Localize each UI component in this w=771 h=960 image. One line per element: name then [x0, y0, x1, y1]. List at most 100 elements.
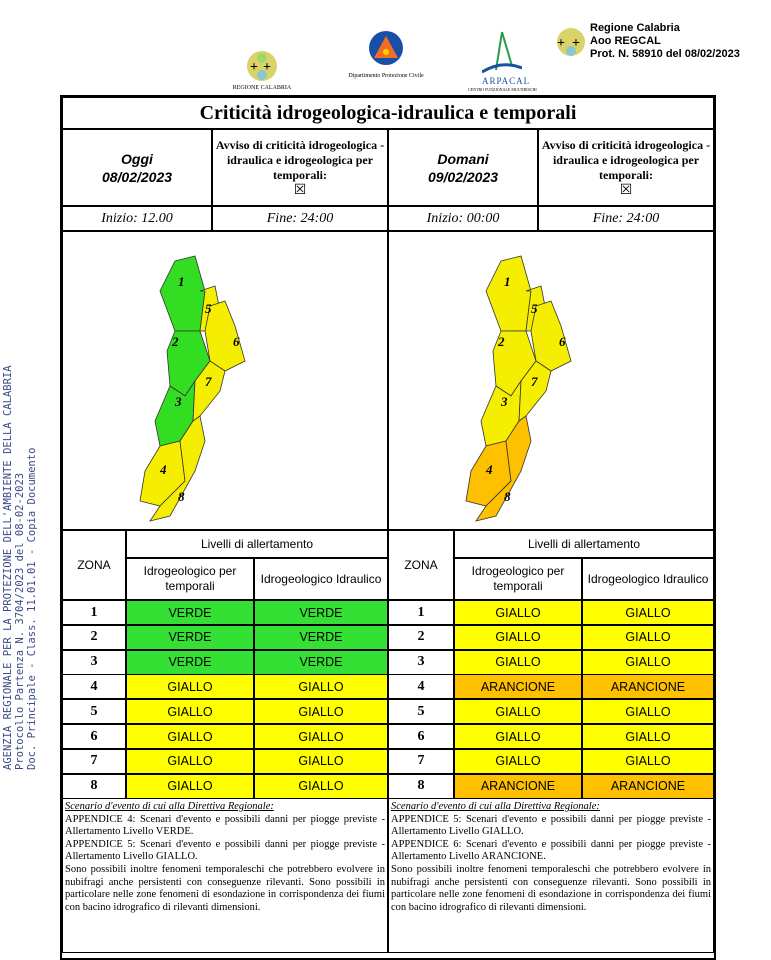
zone-number: 4	[62, 674, 126, 700]
level-temporali: GIALLO	[126, 699, 254, 725]
scenario-text: APPENDICE 5: Scenari d'evento e possibil…	[391, 813, 711, 913]
level-idraulico: GIALLO	[582, 624, 714, 650]
start-time: Inizio: 12.00	[62, 206, 212, 231]
calabria-map: 1 2 3 4 5 6 7 8	[465, 255, 572, 522]
regione-calabria-stamp-logo: + +	[556, 26, 586, 63]
level-idraulico: GIALLO	[254, 748, 388, 774]
level-idraulico: ARANCIONE	[582, 674, 714, 700]
zone-number: 6	[388, 724, 454, 749]
level-idraulico: GIALLO	[582, 724, 714, 749]
arpacal-caption: ARPACAL	[482, 76, 531, 86]
regione-calabria-logo: + +	[246, 50, 278, 87]
level-temporali: GIALLO	[454, 600, 582, 625]
level-idraulico: GIALLO	[254, 699, 388, 725]
protocol-line: Prot. N. 58910 del 08/02/2023	[590, 48, 740, 60]
map-zone-6	[530, 300, 572, 371]
zone-number: 3	[62, 649, 126, 675]
avviso-checkbox: ☒	[619, 182, 633, 198]
map-zone-label: 5	[531, 301, 538, 316]
level-temporali: GIALLO	[454, 699, 582, 725]
avviso-checkbox: ☒	[293, 182, 307, 198]
zone-map: 1 2 3 4 5 6 7 8	[62, 231, 388, 530]
zone-number: 1	[62, 600, 126, 625]
map-zone-label: 3	[500, 394, 508, 409]
map-zone-1	[485, 255, 532, 331]
avviso-text: Avviso di criticità idrogeologica - idra…	[215, 137, 385, 182]
level-temporali: GIALLO	[126, 773, 254, 799]
map-zone-label: 7	[531, 374, 538, 389]
arpacal-subcaption: CENTRO FUNZIONALE MULTIRISCHI	[468, 87, 537, 92]
start-time: Inizio: 00:00	[388, 206, 538, 231]
map-zone-label: 3	[174, 394, 182, 409]
day-date: 08/02/2023	[101, 168, 173, 185]
level-temporali: VERDE	[126, 649, 254, 675]
zone-number: 1	[388, 600, 454, 625]
map-zone-8	[149, 414, 206, 522]
map-zone-label: 2	[497, 334, 505, 349]
col-temporali-header: Idrogeologico per temporali	[126, 558, 254, 600]
zone-number: 5	[388, 699, 454, 725]
level-idraulico: GIALLO	[582, 600, 714, 625]
level-idraulico: GIALLO	[254, 674, 388, 700]
map-zone-6	[204, 300, 246, 371]
calabria-map: 1 2 3 4 5 6 7 8	[139, 255, 246, 522]
level-temporali: GIALLO	[454, 624, 582, 650]
level-temporali: ARANCIONE	[454, 674, 582, 700]
zone-number: 2	[62, 624, 126, 650]
end-time: Fine: 24:00	[538, 206, 714, 231]
level-idraulico: GIALLO	[582, 699, 714, 725]
zone-number: 3	[388, 649, 454, 675]
map-zone-label: 1	[178, 274, 185, 289]
zone-map: 1 2 3 4 5 6 7 8	[388, 231, 714, 530]
level-temporali: GIALLO	[454, 748, 582, 774]
bulletin: Criticità idrogeologica-idraulica e temp…	[60, 95, 716, 960]
level-idraulico: ARANCIONE	[582, 773, 714, 799]
scenario-title: Scenario d'evento di cui alla Direttiva …	[391, 801, 600, 812]
scenario-box	[62, 798, 388, 953]
scenario-box	[388, 798, 714, 953]
day-label: Oggi	[121, 150, 153, 167]
zona-header: ZONA	[62, 530, 126, 600]
day-date: 09/02/2023	[427, 168, 499, 185]
map-zone-label: 6	[233, 334, 240, 349]
stamp-line: AGENZIA REGIONALE PER LA PROTEZIONE DELL…	[2, 365, 14, 770]
level-idraulico: GIALLO	[254, 724, 388, 749]
zone-number: 2	[388, 624, 454, 650]
level-temporali: ARANCIONE	[454, 773, 582, 799]
map-zone-1	[159, 255, 206, 331]
zone-number: 5	[62, 699, 126, 725]
stamp-line: Doc. Principale - Class. 11.01.01 - Copi…	[26, 447, 38, 770]
svg-text:+: +	[572, 36, 580, 51]
avviso-cell: Avviso di criticità idrogeologica - idra…	[212, 129, 388, 206]
level-idraulico: GIALLO	[582, 748, 714, 774]
zone-number: 7	[62, 748, 126, 774]
livelli-header: Livelli di allertamento	[454, 530, 714, 558]
map-zone-label: 5	[205, 301, 212, 316]
level-idraulico: GIALLO	[582, 649, 714, 675]
level-temporali: GIALLO	[126, 674, 254, 700]
zone-number: 4	[388, 674, 454, 700]
level-idraulico: GIALLO	[254, 773, 388, 799]
side-stamp: AGENZIA REGIONALE PER LA PROTEZIONE DELL…	[2, 300, 38, 770]
map-zone-label: 1	[504, 274, 511, 289]
day-cell: Oggi 08/02/2023	[62, 129, 212, 206]
zone-number: 7	[388, 748, 454, 774]
protocol-line: Regione Calabria	[590, 22, 680, 34]
map-zone-label: 4	[159, 462, 167, 477]
scenario: Scenario d'evento di cui alla Direttiva …	[62, 799, 388, 916]
avviso-text: Avviso di criticità idrogeologica - idra…	[541, 137, 711, 182]
day-cell: Domani 09/02/2023	[388, 129, 538, 206]
level-temporali: VERDE	[126, 600, 254, 625]
level-temporali: GIALLO	[126, 748, 254, 774]
col-idraulico-header: Idrogeologico Idraulico	[254, 558, 388, 600]
level-temporali: VERDE	[126, 624, 254, 650]
livelli-header: Livelli di allertamento	[126, 530, 388, 558]
map-zone-label: 6	[559, 334, 566, 349]
stamp-line: Protocollo Partenza N. 3704/2023 del 08-…	[14, 472, 26, 770]
protocol-stamp: Regione Calabria Aoo REGCAL Prot. N. 589…	[590, 22, 740, 61]
svg-text:+: +	[557, 36, 565, 51]
zone-number: 8	[388, 773, 454, 799]
bulletin-title: Criticità idrogeologica-idraulica e temp…	[62, 97, 714, 129]
avviso-cell: Avviso di criticità idrogeologica - idra…	[538, 129, 714, 206]
level-idraulico: VERDE	[254, 600, 388, 625]
